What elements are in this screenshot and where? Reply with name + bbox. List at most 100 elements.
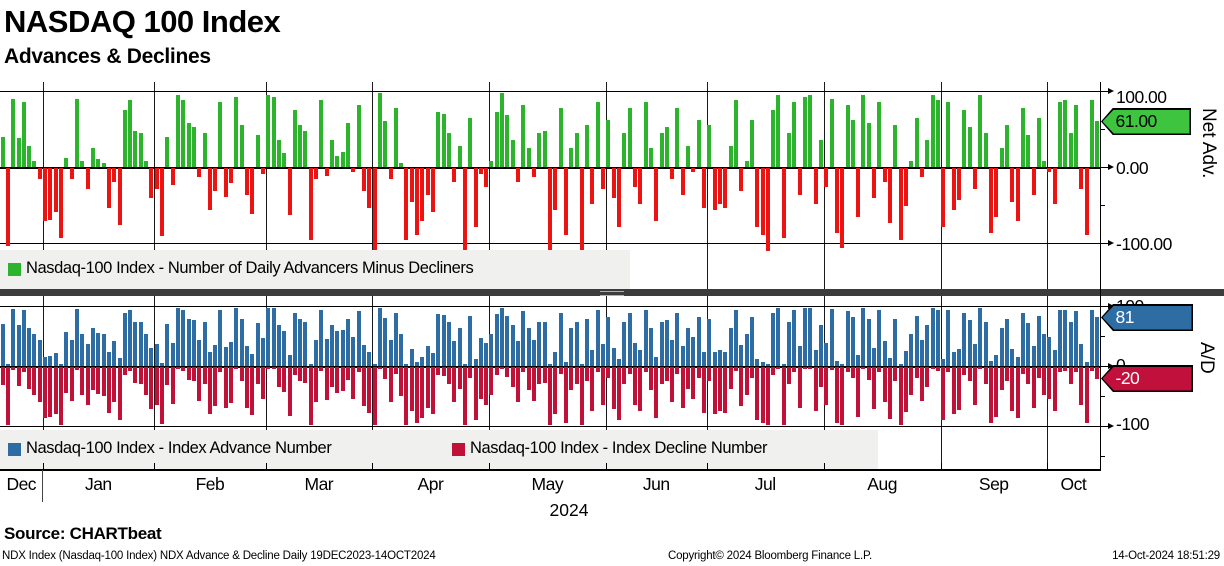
net-advancers-panel[interactable]	[0, 82, 1100, 252]
bar-positive	[80, 333, 85, 366]
bar-negative	[457, 367, 462, 389]
bar-positive	[542, 321, 547, 366]
bar-positive	[824, 343, 829, 366]
bar-positive	[526, 328, 531, 366]
bar-negative	[425, 367, 430, 408]
bar-negative	[941, 168, 946, 228]
bar-positive	[930, 307, 935, 366]
bar-positive	[1031, 346, 1036, 366]
bar-positive	[415, 362, 420, 366]
bar-positive	[1095, 120, 1100, 167]
bar-negative	[670, 168, 675, 180]
bar-positive	[186, 318, 191, 366]
bar-negative	[149, 168, 154, 199]
bar-negative	[553, 367, 558, 414]
bar-positive	[1074, 104, 1079, 167]
bar-negative	[728, 367, 733, 389]
bar-positive	[521, 104, 526, 167]
bar-negative	[1079, 168, 1084, 190]
legend-label-net-advancers: Nasdaq-100 Index - Number of Daily Advan…	[26, 259, 474, 277]
bar-positive	[377, 92, 382, 167]
tick-arrow-100	[1100, 88, 1114, 94]
bar-positive	[165, 324, 170, 366]
bar-positive	[149, 348, 154, 366]
bar-negative	[431, 367, 436, 415]
bar-positive	[11, 98, 16, 167]
bar-positive	[181, 100, 186, 167]
bar-negative	[48, 168, 53, 220]
bar-negative	[702, 367, 707, 413]
bar-positive	[1074, 311, 1079, 366]
bar-positive	[393, 312, 398, 366]
bar-negative	[59, 168, 64, 238]
bar-positive	[1010, 349, 1015, 366]
bar-positive	[797, 346, 802, 366]
bar-negative	[590, 168, 595, 205]
bar-positive	[744, 160, 749, 167]
bar-negative	[319, 367, 324, 371]
bar-positive	[1020, 107, 1025, 167]
bar-positive	[925, 325, 930, 366]
bar-positive	[160, 363, 165, 366]
bar-positive	[680, 346, 685, 366]
bar-negative	[53, 168, 58, 213]
bar-negative	[409, 367, 414, 411]
advance-decline-panel[interactable]	[0, 297, 1100, 433]
bar-negative	[909, 367, 914, 395]
bar-negative	[48, 367, 53, 418]
bar-negative	[638, 168, 643, 205]
bar-positive	[622, 132, 627, 167]
tick-arrow-b100	[1100, 303, 1114, 309]
bar-negative	[59, 367, 64, 425]
bar-negative	[973, 168, 978, 190]
bar-negative	[213, 168, 218, 191]
bar-positive	[510, 140, 515, 167]
bar-positive	[494, 314, 499, 366]
x-axis-month-label: May	[531, 474, 564, 494]
bar-negative	[154, 367, 159, 406]
minor-tick-b50	[1100, 336, 1105, 337]
bar-positive	[128, 100, 133, 167]
bar-negative	[287, 367, 292, 416]
bar-positive	[218, 102, 223, 167]
bar-positive	[877, 310, 882, 366]
splitter-handle[interactable]	[600, 291, 624, 296]
bar-positive	[468, 316, 473, 366]
bar-positive	[32, 160, 37, 167]
bar-positive	[686, 327, 691, 366]
bar-negative	[632, 168, 637, 187]
bar-negative	[431, 168, 436, 213]
bar-positive	[866, 318, 871, 366]
bar-positive	[643, 102, 648, 167]
bar-negative	[106, 367, 111, 413]
bar-negative	[723, 367, 728, 413]
bar-positive	[303, 321, 308, 366]
bar-negative	[824, 168, 829, 187]
bar-negative	[776, 367, 781, 369]
x-axis-month-label: Apr	[417, 474, 444, 494]
bar-negative	[994, 367, 999, 417]
bar-negative	[547, 367, 552, 426]
x-axis-month-label: Feb	[195, 474, 225, 494]
bar-positive	[319, 309, 324, 366]
bar-negative	[903, 367, 908, 412]
bar-positive	[935, 309, 940, 366]
bar-positive	[935, 100, 940, 167]
bar-negative	[659, 367, 664, 384]
bar-positive	[43, 357, 48, 366]
bar-negative	[532, 168, 536, 178]
bar-positive	[255, 323, 260, 366]
bar-positive	[425, 346, 430, 366]
bar-positive	[1068, 322, 1073, 366]
bar-positive	[654, 357, 659, 366]
legend-swatch-blue	[8, 443, 21, 456]
bar-positive	[53, 353, 58, 366]
bar-negative	[994, 168, 999, 218]
bar-positive	[101, 163, 106, 167]
bar-negative	[21, 367, 26, 372]
bar-positive	[675, 312, 680, 366]
bar-positive	[388, 340, 393, 366]
bar-negative	[452, 168, 457, 182]
bar-negative	[1079, 367, 1084, 406]
bar-positive	[792, 310, 797, 366]
